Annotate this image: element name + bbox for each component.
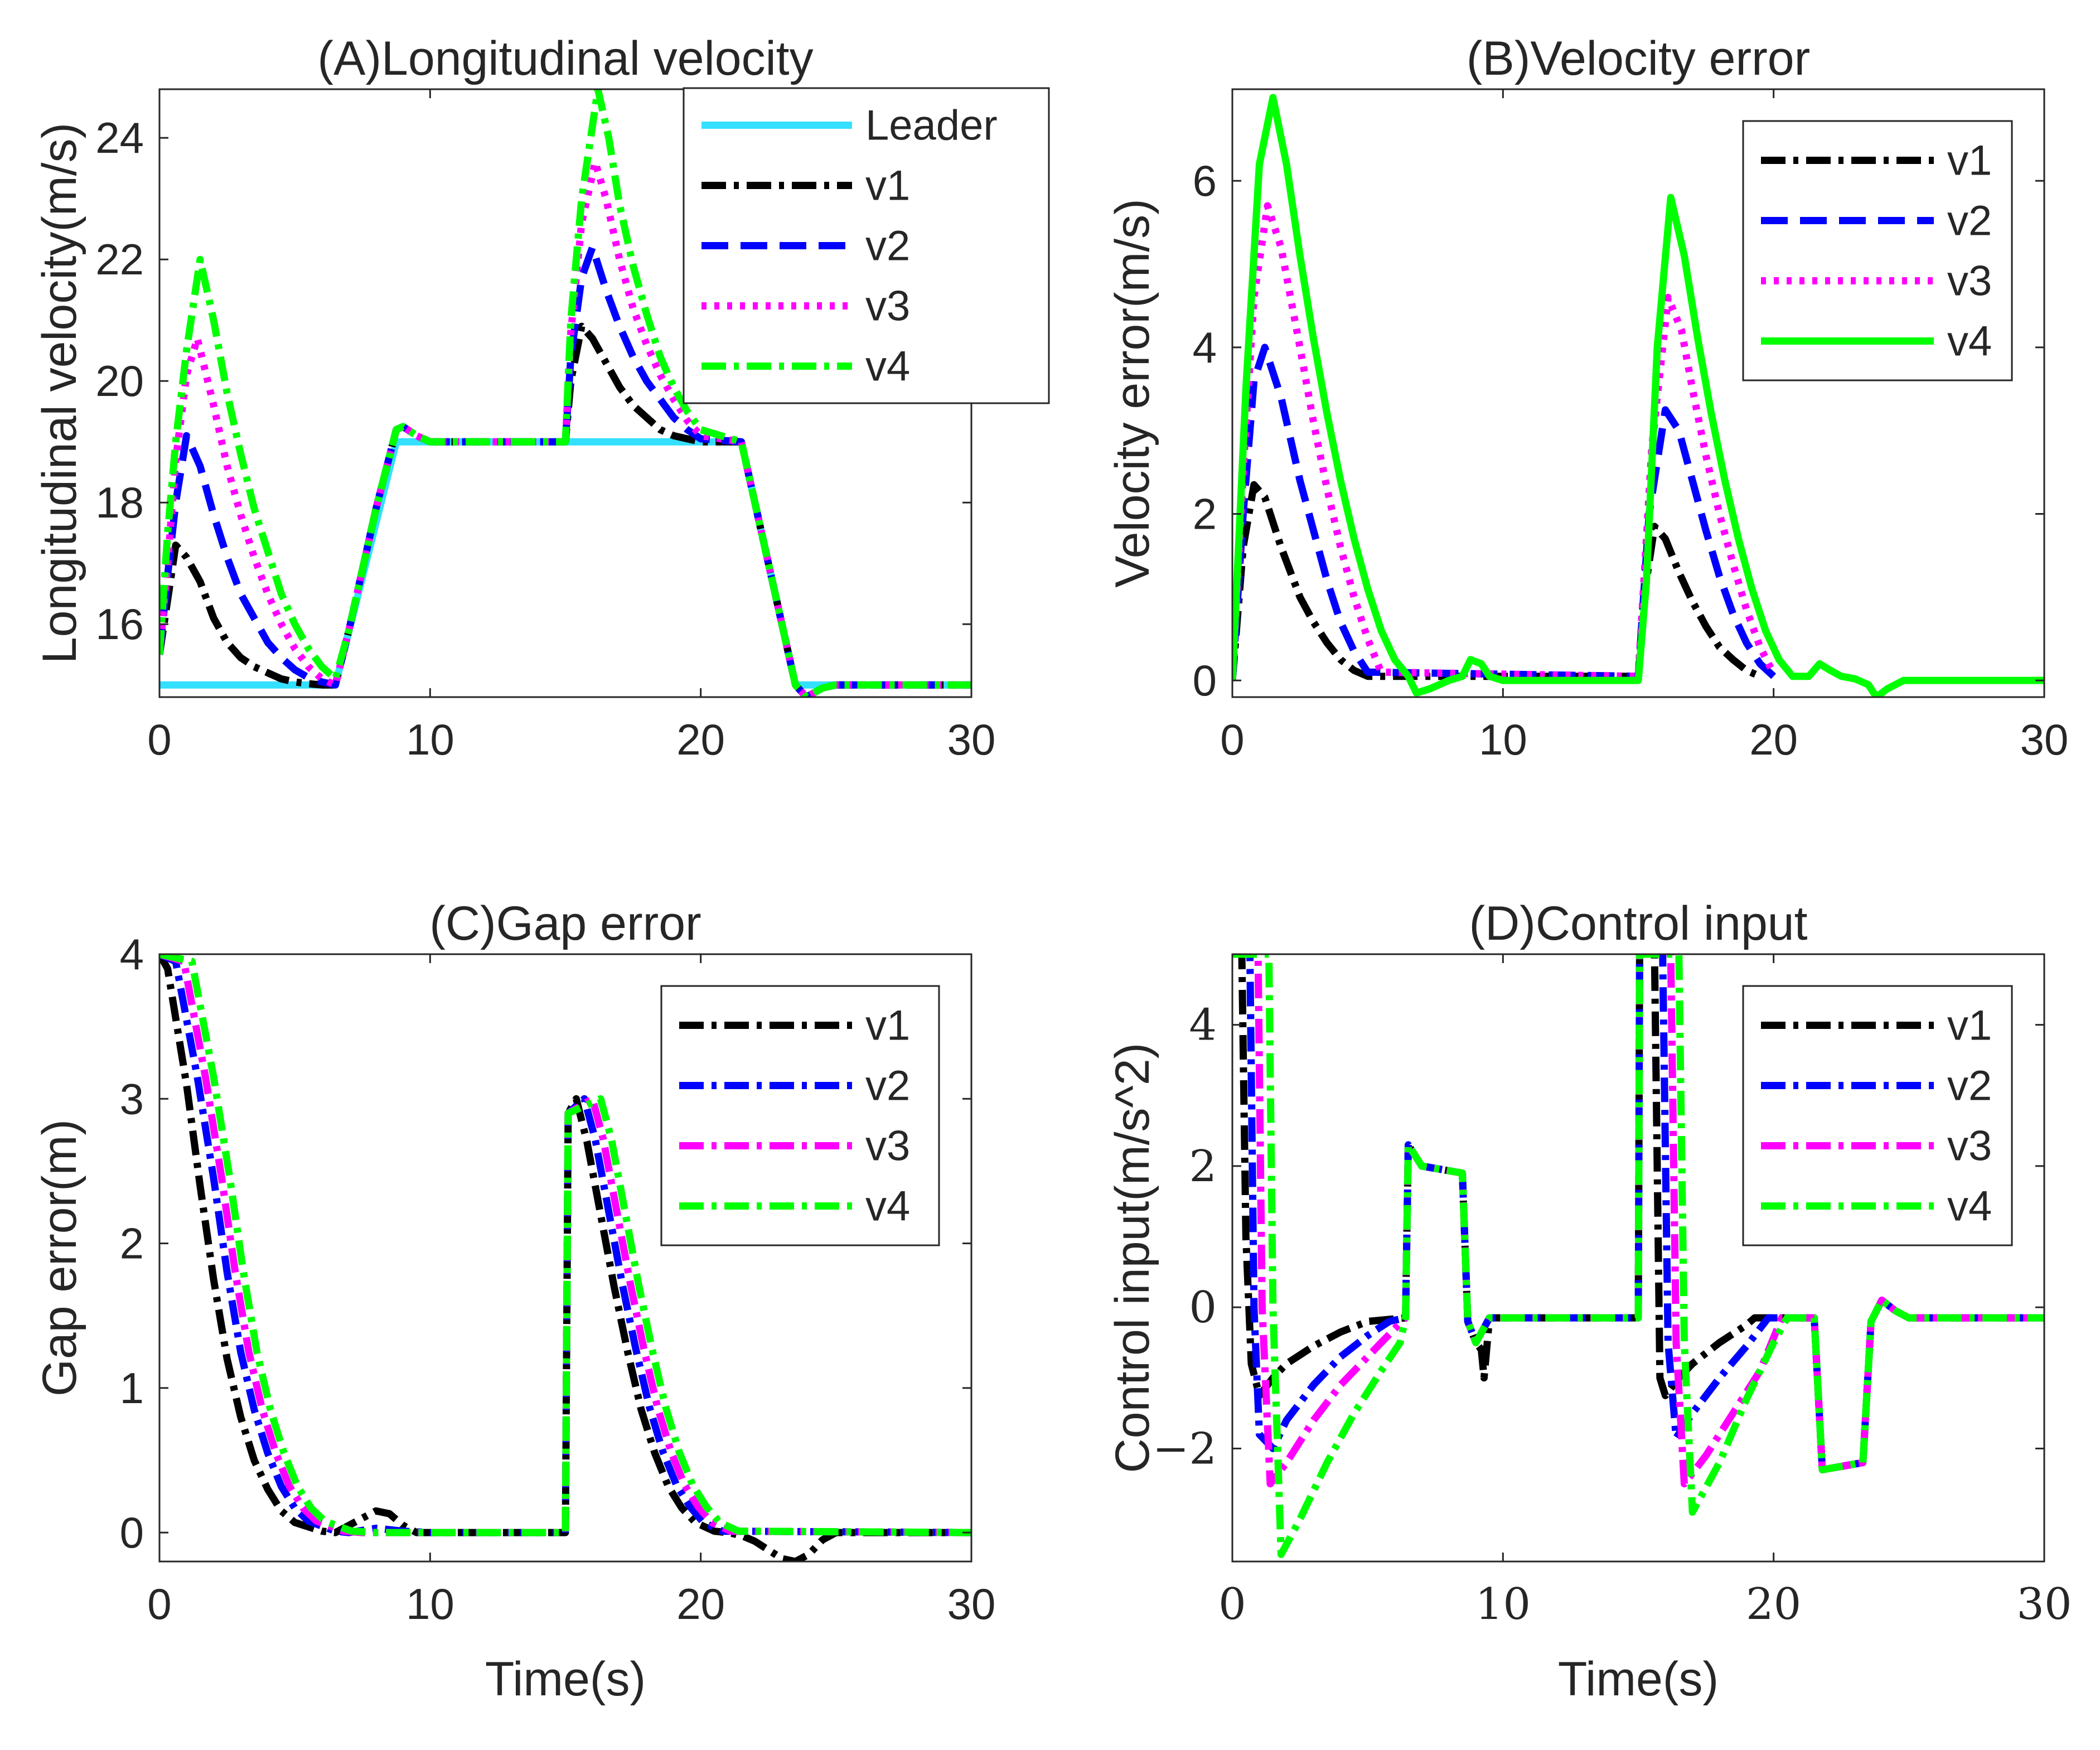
y-tick-label: 2 (120, 1219, 144, 1268)
y-tick-label: 16 (95, 600, 144, 649)
legend-label-v1: v1 (1947, 1002, 1992, 1050)
legend-label-v4: v4 (865, 1183, 910, 1230)
legend-label-v1: v1 (865, 162, 910, 210)
legend: v1 v2 v3 v4 (660, 985, 940, 1246)
x-tick-label: 30 (947, 1579, 996, 1628)
chart-panel-D: 0 10 20 30 −2 0 2 4 (D)Control input Control inpu… (1106, 897, 2072, 1706)
series-line-v1 (159, 954, 971, 1562)
series-line-v2 (159, 243, 971, 697)
x-axis-label: Time(s) (485, 1652, 646, 1706)
legend-label-v3: v3 (865, 1123, 910, 1170)
x-tick-label: 0 (1218, 1579, 1246, 1630)
series-group (159, 89, 971, 697)
series-line-v3 (159, 158, 971, 697)
series-line-v4 (159, 954, 971, 1536)
legend-label-v1: v1 (865, 1002, 910, 1050)
series-group (1232, 94, 2044, 697)
y-tick-label: 4 (120, 930, 144, 979)
series-line-v2 (1232, 344, 1777, 681)
y-tick-label: 20 (95, 356, 144, 405)
y-tick-label: 1 (120, 1364, 144, 1413)
x-tick-label: 10 (1479, 715, 1527, 764)
chart-title: (C)Gap error (429, 897, 701, 950)
legend-label-leader: Leader (865, 102, 998, 149)
legend-label-v3: v3 (865, 283, 910, 330)
y-tick-label: 4 (1189, 1000, 1217, 1051)
legend-label-v1: v1 (1947, 137, 1992, 185)
series-group (159, 954, 971, 1562)
legend-box (1742, 120, 2013, 381)
x-tick-label: 10 (1475, 1579, 1531, 1630)
y-tick-label: 2 (1189, 1142, 1217, 1192)
x-tick-label: 30 (947, 715, 996, 764)
x-axis-label: Time(s) (1558, 1652, 1719, 1706)
legend-label-v4: v4 (865, 343, 910, 390)
x-tick-label: 0 (147, 1579, 171, 1628)
legend-box (1742, 985, 2013, 1246)
legend-box (660, 985, 940, 1246)
x-tick-label: 20 (1746, 1579, 1801, 1630)
legend-label-v3: v3 (1947, 1123, 1992, 1170)
y-tick-label: 18 (95, 478, 144, 527)
y-axis-label: Gap error(m) (33, 1119, 86, 1396)
legend-label-v3: v3 (1947, 258, 1992, 305)
chart-panel-C: 0 10 20 30 0 1 2 3 4 (C)Gap error Gap error(m) Time… (33, 897, 995, 1706)
x-tick-label: 30 (2016, 1579, 2072, 1630)
y-tick-label: 24 (95, 113, 144, 162)
y-tick-label: 2 (1193, 490, 1217, 539)
legend: Leader v1 v2 v3 v4 (683, 87, 1050, 404)
x-tick-label: 10 (406, 1579, 454, 1628)
series-line-v4 (159, 89, 971, 697)
legend-label-v2: v2 (1947, 1062, 1992, 1110)
x-tick-label: 10 (406, 715, 454, 764)
axes-box (1231, 88, 2045, 698)
chart-panel-B: 0 10 20 30 0 2 4 6 (B)Velocity error Velocity err… (1106, 32, 2068, 764)
axes-box (1231, 953, 2045, 1563)
series-line-v3 (1232, 202, 1777, 681)
x-tick-label: 20 (676, 1579, 725, 1628)
axes-box (158, 953, 972, 1563)
legend-label-v2: v2 (865, 1062, 910, 1110)
legend-label-v2: v2 (1947, 197, 1992, 245)
legend: v1 v2 v3 v4 (1742, 120, 2013, 381)
series-line-v4 (1232, 94, 2044, 697)
chart-title: (B)Velocity error (1467, 32, 1811, 85)
legend-label-v4: v4 (1947, 318, 1992, 365)
y-tick-label: 4 (1193, 323, 1217, 372)
series-group (1232, 954, 2044, 1558)
series-line-v1 (159, 322, 971, 697)
legend: v1 v2 v3 v4 (1742, 985, 2013, 1246)
y-axis-label: Control input(m/s^2) (1106, 1043, 1159, 1473)
chart-title: (D)Control input (1469, 897, 1808, 950)
series-line-v4 (1232, 954, 2044, 1558)
chart-panel-A: 0 10 20 30 16 18 20 22 24 (A)Longitudinal velocit… (33, 32, 1050, 764)
y-tick-label: 22 (95, 235, 144, 284)
y-axis-label: Velocity error(m/s) (1106, 199, 1159, 588)
y-tick-label: −2 (1153, 1424, 1217, 1474)
legend-label-v2: v2 (865, 223, 910, 270)
y-tick-label: 0 (1193, 656, 1217, 705)
legend-label-v4: v4 (1947, 1183, 1992, 1230)
y-tick-label: 0 (120, 1508, 144, 1557)
chart-title: (A)Longitudinal velocity (317, 32, 813, 85)
x-tick-label: 30 (2020, 715, 2069, 764)
y-tick-label: 6 (1193, 156, 1217, 205)
x-tick-label: 0 (147, 715, 171, 764)
x-tick-label: 20 (1749, 715, 1798, 764)
x-tick-label: 20 (676, 715, 725, 764)
y-tick-label: 0 (1189, 1283, 1217, 1333)
y-tick-label: 3 (120, 1074, 144, 1123)
y-axis-label: Longitudinal velocity(m/s) (33, 123, 86, 664)
x-tick-label: 0 (1220, 715, 1244, 764)
